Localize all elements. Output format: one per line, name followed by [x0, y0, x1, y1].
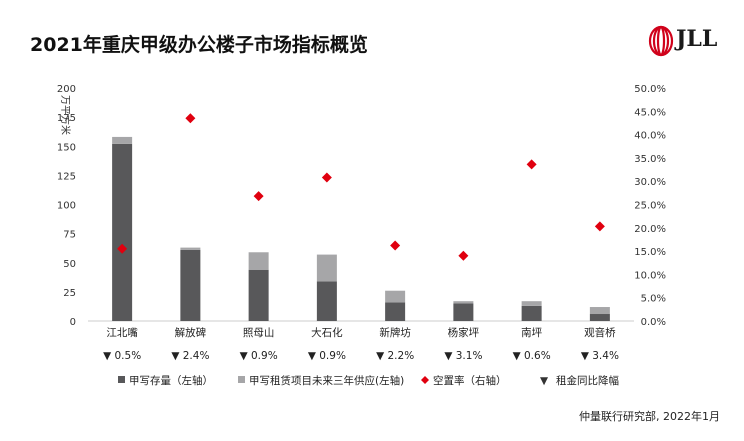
chart-title: 2021年重庆甲级办公楼子市场指标概览	[30, 34, 368, 56]
y-tick-label: 75	[63, 230, 76, 241]
bar-supply	[180, 247, 201, 250]
x-tick-label: 南坪	[521, 326, 542, 339]
bar-supply	[453, 301, 474, 304]
bar-stock	[385, 302, 406, 321]
source-note: 仲量联行研究部, 2022年1月	[579, 410, 720, 423]
rent-change-label: ▼ 2.4%	[171, 350, 209, 362]
legend-swatch-supply	[238, 376, 245, 383]
x-tick-label: 新牌坊	[379, 326, 411, 339]
point-vacancy	[253, 191, 264, 202]
y-tick-label: 25	[63, 288, 76, 299]
legend-label-supply: 甲写租赁项目未来三年供应(左轴)	[249, 374, 404, 387]
rent-change-label: ▼ 0.5%	[103, 350, 141, 362]
bar-stock	[180, 249, 201, 321]
rent-change-label: ▼ 3.4%	[581, 350, 619, 362]
jll-logo-mark-icon	[648, 25, 674, 57]
bar-stock	[453, 303, 474, 321]
y-tick-label: 125	[57, 171, 76, 182]
y2-tick-label: 5.0%	[641, 294, 666, 305]
bar-stock	[112, 143, 133, 321]
y2-tick-label: 45.0%	[634, 107, 666, 118]
x-tick-label: 解放碑	[175, 326, 207, 339]
point-vacancy	[117, 243, 128, 254]
y-tick-label: 100	[57, 201, 76, 212]
jll-logo	[648, 25, 674, 57]
y2-tick-label: 50.0%	[634, 84, 666, 95]
y2-tick-label: 10.0%	[634, 270, 666, 281]
y2-tick-label: 20.0%	[634, 224, 666, 235]
y-axis-label: 万平方米	[59, 95, 72, 135]
x-tick-label: 江北嘴	[106, 327, 138, 339]
legend-swatch-rent: ▼	[540, 375, 549, 387]
x-tick-label: 大石化	[311, 326, 343, 339]
y2-tick-label: 0.0%	[641, 317, 666, 328]
legend-label-vacancy: 空置率（右轴）	[433, 374, 507, 387]
y-tick-label: 0	[70, 317, 76, 328]
bar-supply	[385, 290, 406, 303]
x-tick-label: 观音桥	[584, 326, 616, 339]
y-tick-label: 175	[57, 113, 76, 124]
y2-tick-label: 25.0%	[634, 201, 666, 212]
rent-change-label: ▼ 0.9%	[240, 350, 278, 362]
rent-change-label: ▼ 0.6%	[513, 350, 551, 362]
rent-change-label: ▼ 0.9%	[308, 350, 346, 362]
point-vacancy	[390, 240, 401, 251]
rent-change-label: ▼ 3.1%	[444, 350, 482, 362]
legend-swatch-vacancy	[421, 376, 429, 384]
y2-tick-label: 35.0%	[634, 154, 666, 165]
legend-label-stock: 甲写存量（左轴）	[129, 374, 213, 387]
x-tick-label: 杨家坪	[448, 326, 480, 339]
legend-swatch-stock	[118, 376, 125, 383]
point-vacancy	[594, 221, 605, 232]
y2-tick-label: 40.0%	[634, 131, 666, 142]
bar-supply	[521, 301, 542, 306]
rent-change-label: ▼ 2.2%	[376, 350, 414, 362]
y2-tick-label: 30.0%	[634, 177, 666, 188]
point-vacancy	[185, 113, 196, 124]
point-vacancy	[458, 250, 469, 261]
bar-stock	[248, 269, 269, 321]
bar-supply	[248, 252, 269, 270]
point-vacancy	[321, 172, 332, 183]
y-tick-label: 200	[57, 84, 76, 95]
bar-supply	[112, 136, 133, 144]
y2-tick-label: 15.0%	[634, 247, 666, 258]
point-vacancy	[526, 159, 537, 170]
x-tick-label: 照母山	[243, 327, 275, 339]
legend-label-rent: 租金同比降幅	[556, 374, 619, 387]
y-tick-label: 150	[57, 142, 76, 153]
bar-supply	[316, 254, 337, 282]
bar-stock	[589, 314, 610, 321]
bar-stock	[316, 281, 337, 321]
y-tick-label: 50	[63, 259, 76, 270]
bar-stock	[521, 305, 542, 321]
bar-supply	[589, 307, 610, 315]
logo-text: JLL	[676, 26, 718, 52]
